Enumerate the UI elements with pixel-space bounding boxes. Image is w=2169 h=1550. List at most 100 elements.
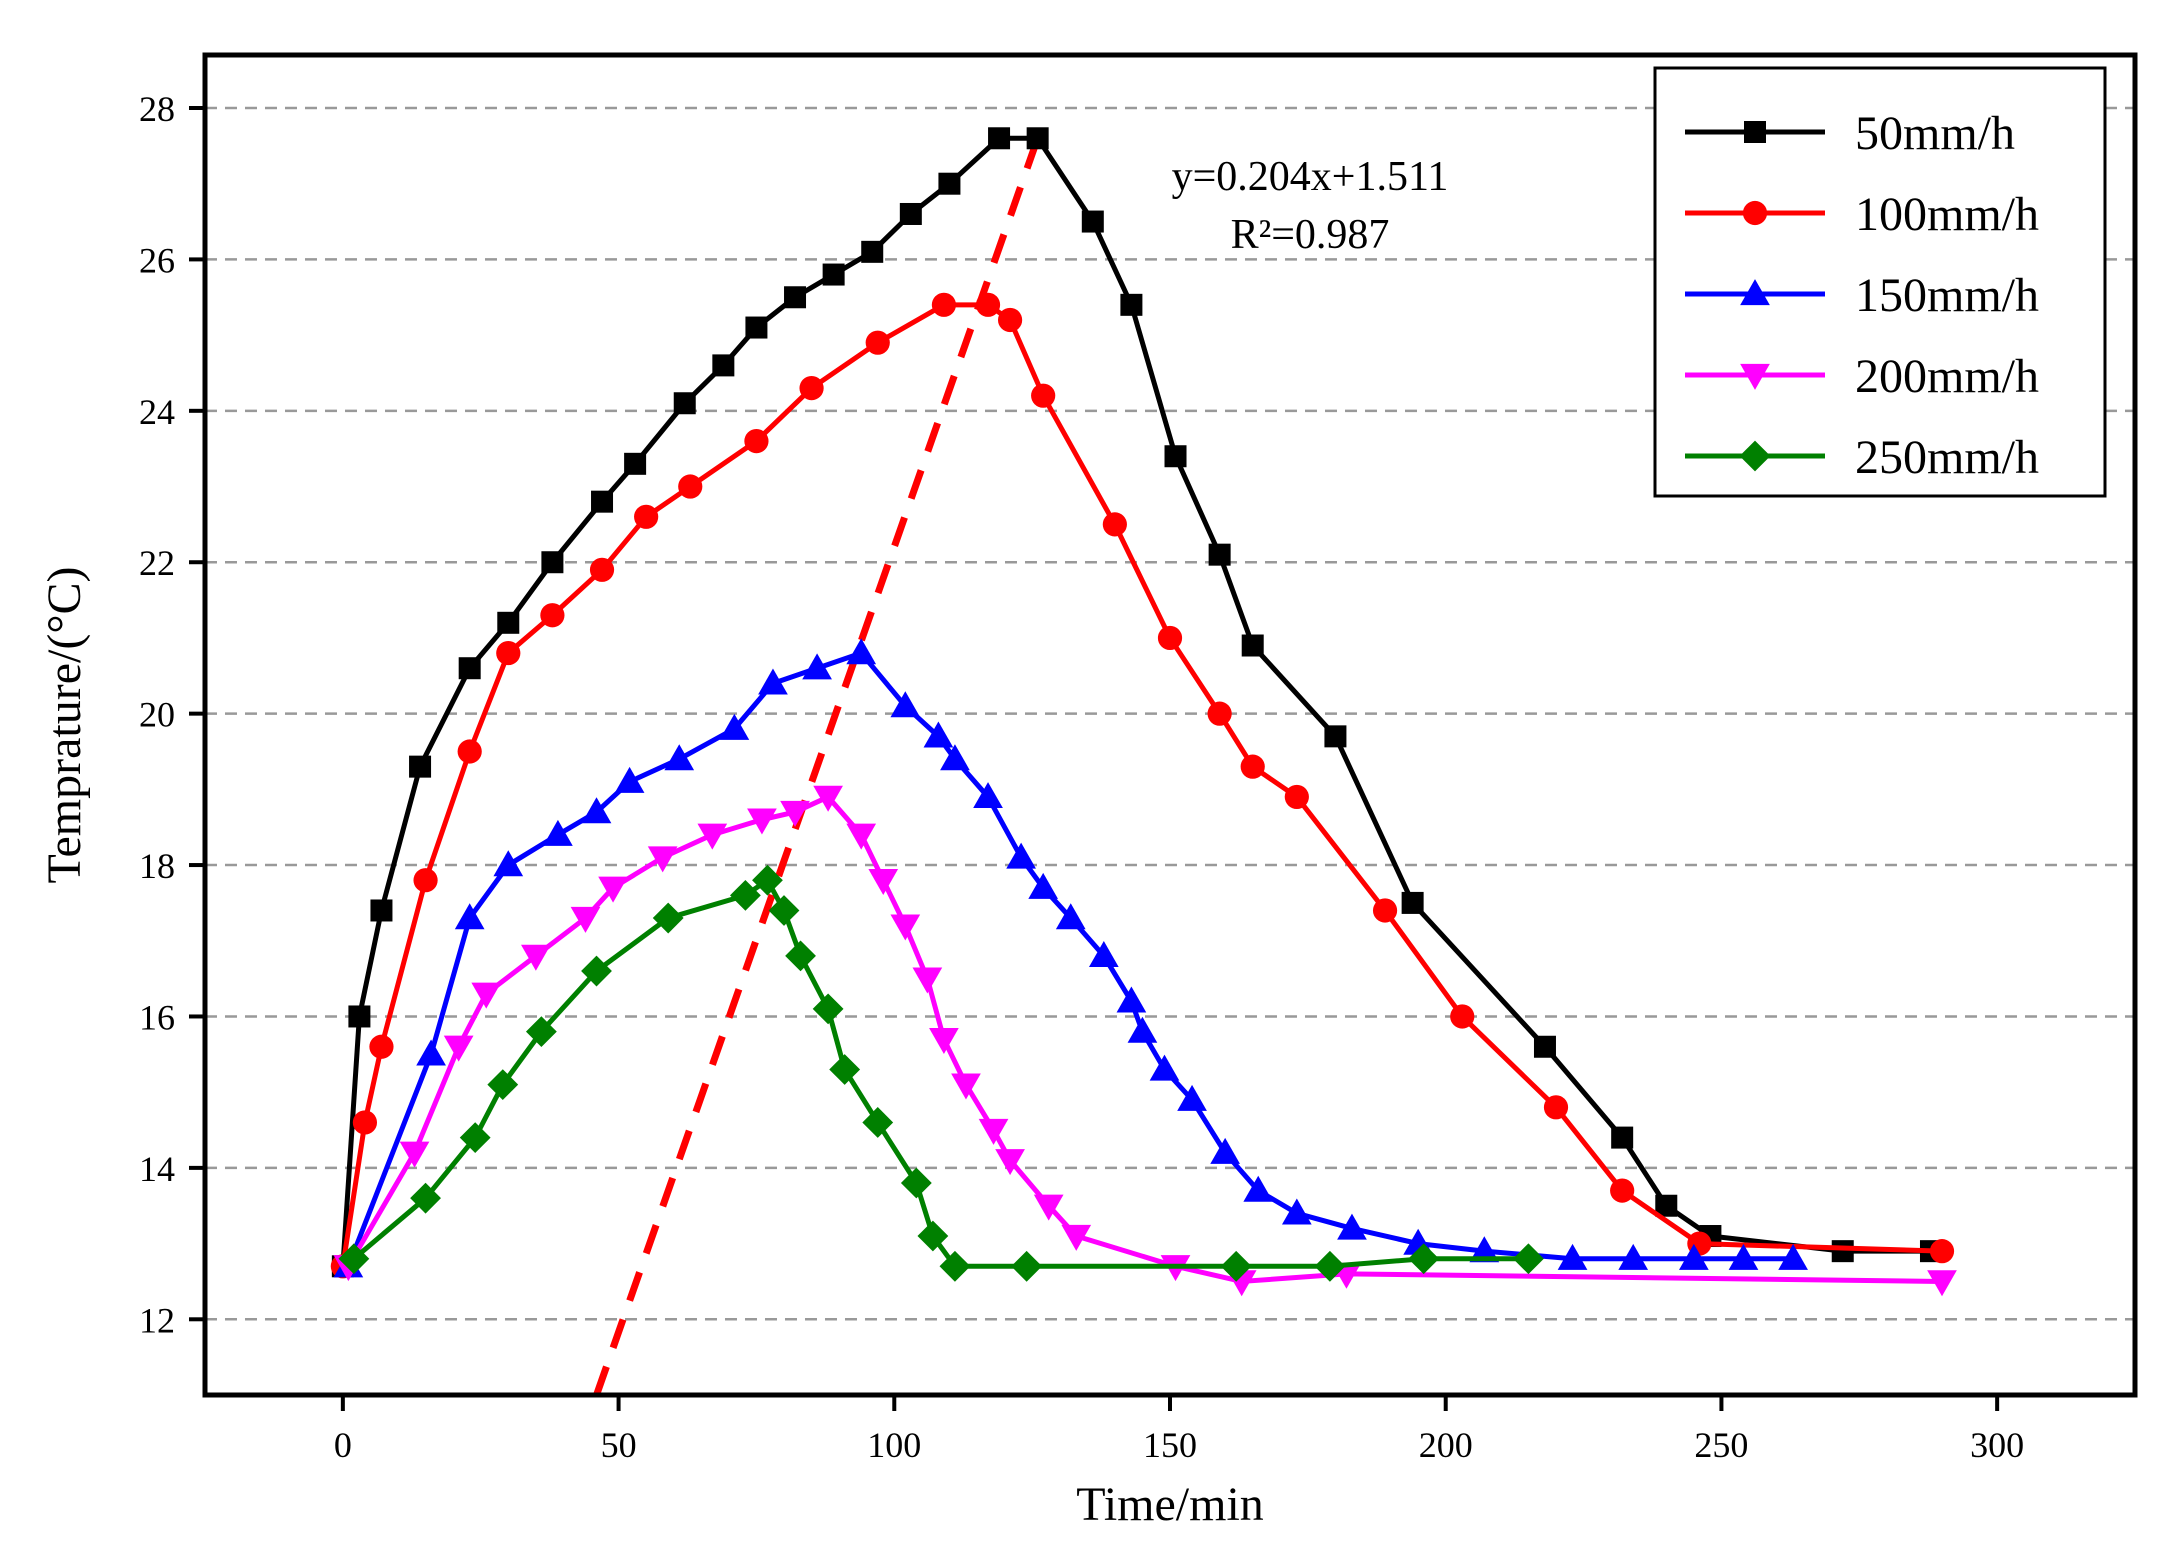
data-point bbox=[780, 800, 810, 827]
data-point bbox=[1543, 1095, 1569, 1120]
data-point bbox=[997, 307, 1023, 333]
fit-r-squared: R²=0.987 bbox=[1231, 212, 1390, 258]
data-point bbox=[785, 940, 816, 972]
grid-lines bbox=[205, 106, 2135, 1321]
legend-box bbox=[1653, 66, 2107, 498]
data-point bbox=[951, 1073, 981, 1100]
data-point bbox=[995, 1149, 1025, 1176]
legend-item: 250mm/h bbox=[1685, 431, 2039, 484]
y-tick-label: 20 bbox=[139, 695, 175, 735]
data-point bbox=[458, 657, 481, 680]
data-point bbox=[846, 823, 877, 850]
legend-label: 100mm/h bbox=[1855, 188, 2039, 241]
legend-label: 50mm/h bbox=[1855, 107, 2015, 160]
y-axis-title: Temprature/(°C) bbox=[38, 566, 91, 883]
data-point bbox=[591, 490, 614, 513]
data-point bbox=[784, 286, 807, 309]
data-point bbox=[1281, 1198, 1312, 1225]
data-point bbox=[1372, 898, 1398, 923]
y-tick-label: 24 bbox=[139, 392, 175, 432]
data-point bbox=[1929, 1239, 1955, 1264]
y-tick-label: 28 bbox=[139, 89, 175, 129]
data-point bbox=[459, 1122, 491, 1153]
y-tick-label: 18 bbox=[139, 846, 175, 886]
data-point bbox=[1324, 725, 1347, 748]
data-point bbox=[890, 914, 921, 941]
data-point bbox=[581, 955, 612, 987]
data-point bbox=[912, 967, 943, 994]
data-point bbox=[673, 392, 696, 415]
fit-equation: y=0.204x+1.511 bbox=[1172, 154, 1449, 200]
data-point bbox=[1240, 754, 1265, 779]
data-point bbox=[1557, 1243, 1588, 1270]
data-point bbox=[799, 376, 824, 401]
data-point bbox=[745, 316, 768, 339]
x-tick-label: 0 bbox=[334, 1425, 352, 1465]
data-point bbox=[865, 330, 890, 355]
legend-item: 150mm/h bbox=[1685, 269, 2039, 322]
data-point bbox=[802, 653, 832, 680]
data-point bbox=[413, 868, 438, 893]
legend-label: 250mm/h bbox=[1855, 431, 2039, 484]
data-point bbox=[1208, 543, 1231, 566]
data-point bbox=[1116, 986, 1147, 1013]
data-point bbox=[457, 739, 482, 764]
x-tick-label: 250 bbox=[1694, 1425, 1748, 1465]
data-point bbox=[1831, 1240, 1854, 1263]
data-point bbox=[917, 1220, 949, 1252]
data-point bbox=[697, 823, 728, 850]
data-point bbox=[416, 1039, 446, 1066]
series-100mm/h bbox=[330, 292, 1955, 1279]
data-point bbox=[768, 895, 800, 926]
data-point bbox=[443, 1035, 474, 1062]
data-point bbox=[541, 551, 564, 574]
data-point bbox=[454, 903, 485, 930]
data-point bbox=[846, 638, 877, 665]
data-point bbox=[1081, 210, 1104, 233]
data-point bbox=[1284, 784, 1309, 810]
data-point bbox=[1778, 1243, 1808, 1270]
data-point bbox=[338, 1243, 370, 1275]
legend-marker bbox=[1744, 121, 1766, 143]
data-point bbox=[525, 1016, 557, 1048]
data-point bbox=[589, 557, 615, 582]
data-point bbox=[747, 808, 777, 835]
data-point bbox=[1127, 1016, 1158, 1043]
data-point bbox=[861, 240, 884, 263]
data-point bbox=[496, 640, 521, 666]
data-point bbox=[1157, 625, 1183, 651]
data-point bbox=[1055, 903, 1086, 930]
data-point bbox=[1006, 842, 1036, 869]
series-250mm/h bbox=[338, 864, 1544, 1282]
x-tick-label: 100 bbox=[867, 1425, 921, 1465]
data-point bbox=[1031, 383, 1056, 408]
data-point bbox=[1533, 1035, 1556, 1058]
legend-marker bbox=[1740, 279, 1770, 306]
data-point bbox=[1469, 1236, 1500, 1263]
axes-group: 0 50 100 150 200 250 300 12 14 16 18 20 22 24 26 28 bbox=[139, 89, 2024, 1465]
legend-label: 200mm/h bbox=[1855, 350, 2039, 403]
data-point bbox=[1314, 1250, 1346, 1282]
data-point bbox=[1033, 1194, 1064, 1221]
data-point bbox=[1120, 293, 1143, 316]
data-point bbox=[652, 902, 684, 934]
legend-item: 200mm/h bbox=[1685, 350, 2039, 403]
data-point bbox=[409, 755, 432, 778]
data-point bbox=[598, 876, 628, 903]
data-point bbox=[678, 474, 703, 499]
data-point bbox=[752, 864, 783, 896]
data-point bbox=[1610, 1178, 1635, 1203]
y-tick-label: 16 bbox=[139, 997, 175, 1037]
data-point bbox=[988, 127, 1011, 150]
data-point bbox=[1618, 1243, 1649, 1270]
data-point bbox=[719, 713, 750, 740]
data-point bbox=[758, 668, 788, 695]
data-point bbox=[923, 721, 954, 748]
data-point bbox=[813, 785, 843, 812]
legend-item: 100mm/h bbox=[1685, 188, 2039, 241]
data-point bbox=[975, 292, 1001, 317]
data-point bbox=[1028, 872, 1059, 899]
y-tick-label: 26 bbox=[139, 240, 175, 280]
x-axis-title: Time/min bbox=[1076, 1478, 1264, 1531]
data-point bbox=[1401, 891, 1424, 914]
